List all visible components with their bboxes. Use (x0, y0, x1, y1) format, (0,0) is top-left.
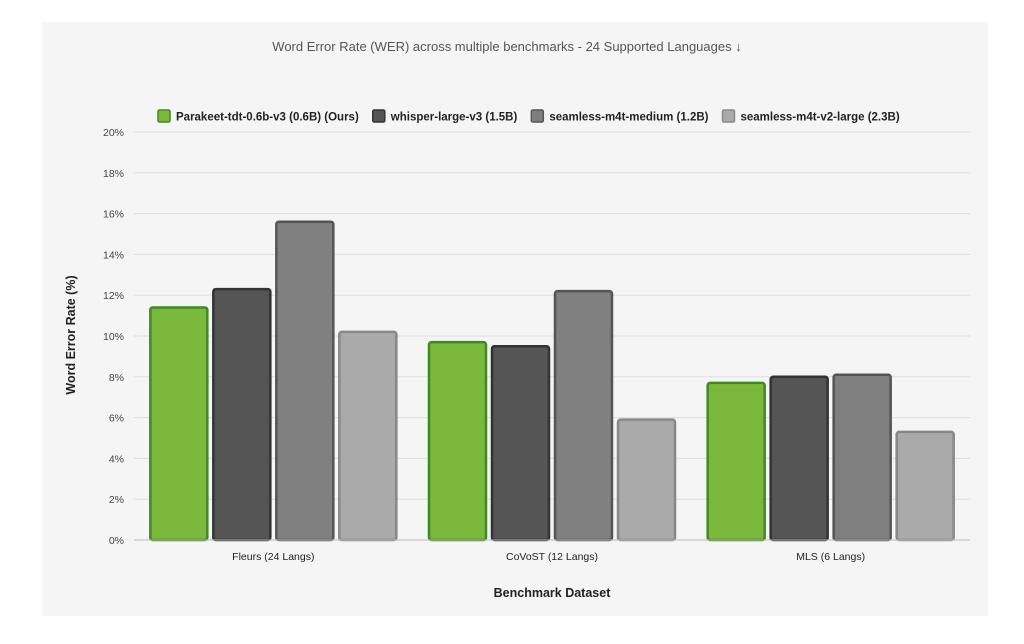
y-tick-label: 12% (103, 290, 124, 302)
chart-legend: Parakeet-tdt-0.6b-v3 (0.6B) (Ours) whispe… (157, 109, 900, 124)
bar-3-1 (275, 220, 335, 542)
y-tick-label: 0% (109, 535, 124, 547)
x-category-label: CoVoST (12 Langs) (506, 551, 598, 563)
legend-swatch (530, 109, 545, 123)
legend-item-label: seamless-m4t-v2-large (2.3B) (740, 112, 899, 124)
x-axis-categories: Fleurs (24 Langs) CoVoST (12 Langs) MLS (6… (232, 551, 865, 563)
legend-swatch (372, 109, 386, 123)
y-tick-label: 4% (109, 453, 124, 465)
legend-item-label: Parakeet-tdt-0.6b-v3 (0.6B) (Ours) (176, 112, 359, 124)
y-tick-label: 10% (103, 331, 124, 343)
y-axis-ticks: 0% 2% 4% 6% 8% 10% 12% 14% 16% 18% 20% (103, 127, 124, 547)
bar-4-2 (616, 418, 677, 542)
legend-item-label: whisper-large-v3 (1.5B) (390, 112, 518, 124)
bar-3-2 (553, 289, 614, 542)
y-gridlines (134, 131, 970, 500)
bar-3-3 (832, 373, 892, 542)
y-tick-label: 16% (103, 209, 124, 221)
bar-4-3 (895, 430, 955, 542)
bar-1-1 (149, 306, 209, 542)
legend-item-label: seamless-m4t-medium (1.2B) (549, 112, 708, 124)
bar-1-3 (706, 381, 766, 542)
legend-swatch (157, 109, 171, 123)
x-axis-title: Benchmark Dataset (494, 586, 612, 600)
y-tick-label: 18% (103, 168, 124, 180)
y-tick-label: 2% (109, 494, 124, 506)
chart-panel: Word Error Rate (WER) across multiple be… (42, 22, 988, 616)
bar-4-1 (338, 330, 398, 542)
bar-2-2 (490, 344, 551, 542)
bar-1-2 (427, 340, 488, 542)
y-tick-label: 20% (103, 127, 124, 139)
bar-2-3 (769, 375, 829, 542)
wer-bar-chart: Word Error Rate (WER) across multiple be… (64, 39, 970, 600)
y-tick-label: 14% (103, 249, 124, 261)
chart-title: Word Error Rate (WER) across multiple be… (272, 39, 741, 54)
y-tick-label: 6% (109, 413, 124, 425)
y-axis-title: Word Error Rate (%) (64, 275, 78, 394)
legend-swatch (721, 109, 736, 123)
x-category-label: MLS (6 Langs) (796, 551, 865, 563)
bar-series (149, 220, 955, 542)
x-category-label: Fleurs (24 Langs) (232, 551, 314, 563)
bar-2-1 (212, 287, 272, 542)
y-tick-label: 8% (109, 372, 124, 384)
